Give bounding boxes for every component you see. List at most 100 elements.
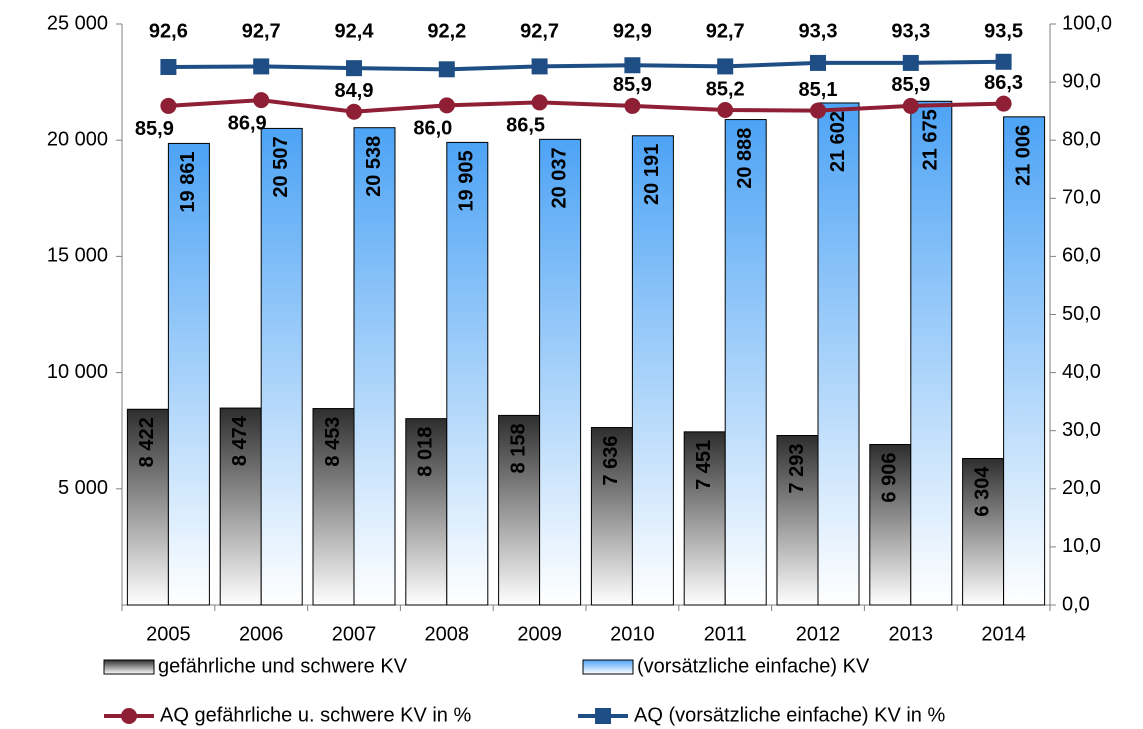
line-marker [531, 58, 548, 75]
y2-tick-label: 40,0 [1062, 361, 1101, 383]
bar-value-label: 21 675 [920, 109, 942, 170]
line-value-label: 92,2 [427, 20, 466, 42]
y2-tick-label: 100,0 [1062, 12, 1112, 34]
bar-value-label: 8 158 [507, 423, 529, 473]
line-value-label: 85,9 [135, 118, 174, 140]
legend-label: AQ (vorsätzliche einfache) KV in % [634, 704, 945, 726]
line-value-label: 93,5 [984, 20, 1023, 42]
line-value-label: 92,9 [613, 20, 652, 42]
legend-label: gefährliche und schwere KV [158, 655, 408, 677]
bar-value-label: 20 507 [270, 136, 292, 197]
line-marker [160, 58, 177, 75]
line-marker [346, 103, 362, 120]
line-value-label: 84,9 [335, 80, 374, 102]
line-marker [810, 54, 826, 71]
y2-tick-label: 90,0 [1062, 70, 1101, 92]
bar [776, 435, 819, 606]
bar-value-label: 21 006 [1012, 125, 1034, 186]
y-tick-label: 20 000 [47, 128, 108, 150]
x-tick-label: 2009 [517, 623, 562, 645]
y-tick-label: 15 000 [47, 245, 108, 267]
line-marker [995, 95, 1012, 112]
y2-tick-label: 80,0 [1062, 128, 1101, 150]
line-value-label: 86,0 [413, 118, 452, 140]
bar-value-label: 20 037 [548, 147, 570, 208]
y2-tick-label: 0,0 [1062, 593, 1090, 615]
y2-tick-label: 30,0 [1062, 419, 1101, 441]
bar-value-label: 20 538 [363, 136, 385, 197]
line-value-label: 92,7 [706, 20, 745, 42]
x-tick-label: 2005 [146, 623, 191, 645]
legend-swatch [103, 659, 155, 675]
bar [498, 414, 541, 606]
legend-marker [121, 708, 137, 724]
line-value-label: 92,4 [335, 20, 375, 42]
bar-value-label: 19 861 [177, 151, 199, 212]
line-value-label: 85,1 [799, 79, 838, 101]
x-tick-label: 2008 [425, 623, 470, 645]
bar [312, 408, 355, 606]
bar-value-label: 21 602 [827, 111, 849, 172]
line-marker [717, 58, 734, 75]
x-tick-label: 2007 [332, 623, 377, 645]
x-tick-label: 2006 [239, 623, 284, 645]
line-value-label: 85,9 [613, 74, 652, 96]
line-marker [717, 101, 734, 118]
bar-value-label: 6 304 [971, 466, 993, 517]
line-marker [531, 94, 548, 111]
line-marker [902, 54, 919, 71]
bar-value-label: 8 453 [322, 417, 344, 467]
line [168, 98, 1004, 114]
line-value-label: 92,7 [242, 20, 281, 42]
y2-tick-label: 10,0 [1062, 535, 1101, 557]
bar [683, 431, 726, 606]
x-tick-label: 2013 [889, 623, 934, 645]
line-value-label: 85,9 [891, 74, 930, 96]
legend-marker [595, 708, 611, 724]
x-tick-label: 2014 [981, 623, 1026, 645]
bar-value-label: 7 293 [786, 444, 808, 494]
y2-tick-label: 60,0 [1062, 245, 1101, 267]
bar-value-label: 8 422 [136, 417, 158, 467]
line-value-label: 92,7 [520, 20, 559, 42]
bar-value-label: 20 888 [734, 128, 756, 189]
x-tick-label: 2011 [704, 623, 747, 645]
line-value-label: 86,9 [228, 112, 267, 134]
bar [539, 138, 582, 606]
line-marker [438, 97, 455, 114]
line-marker [438, 61, 455, 78]
y-tick-label: 10 000 [47, 361, 108, 383]
bar-value-label: 19 905 [456, 150, 478, 211]
bar [446, 141, 489, 606]
y2-tick-label: 50,0 [1062, 303, 1101, 325]
line-marker [253, 92, 270, 109]
bar [167, 142, 210, 606]
bar-value-label: 6 906 [879, 453, 901, 503]
legend-swatch [582, 659, 634, 675]
line-value-label: 93,3 [891, 20, 930, 42]
x-tick-label: 2010 [610, 623, 655, 645]
line-marker [902, 97, 919, 114]
line-value-label: 85,2 [706, 78, 745, 100]
bar [405, 418, 448, 606]
line-value-label: 86,3 [984, 72, 1023, 94]
line-marker [346, 60, 362, 77]
bar [590, 427, 633, 606]
x-tick-label: 2012 [796, 623, 841, 645]
line-marker [995, 53, 1012, 70]
bar-value-label: 7 636 [600, 436, 622, 486]
line-marker [253, 58, 270, 75]
bar-value-label: 8 474 [229, 415, 251, 466]
line-value-label: 93,3 [799, 20, 838, 42]
bar [260, 127, 303, 606]
bar-value-label: 7 451 [693, 440, 715, 490]
line-marker [160, 97, 177, 114]
bar-value-label: 8 018 [415, 427, 437, 477]
line-value-label: 92,6 [149, 20, 188, 42]
line [168, 59, 1004, 72]
bar [353, 127, 396, 606]
line-marker [624, 97, 641, 114]
bar [910, 100, 953, 606]
bar [817, 102, 860, 606]
